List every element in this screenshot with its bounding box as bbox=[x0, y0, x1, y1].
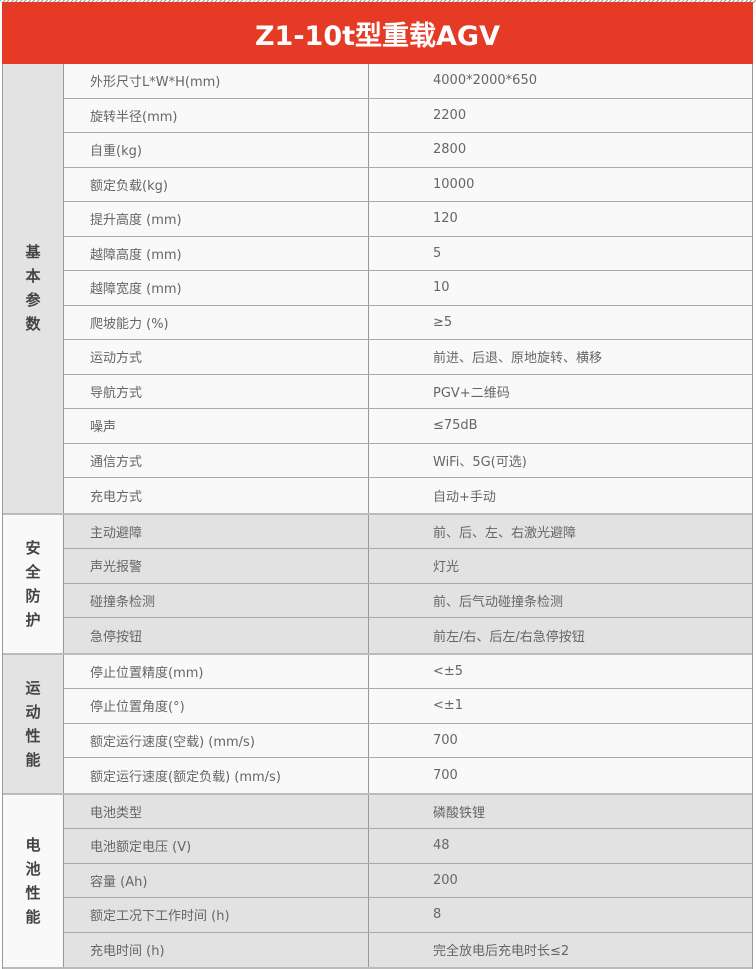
page-title: Z1-10t型重载AGV bbox=[2, 2, 753, 64]
param-name: 停止位置角度(°) bbox=[64, 689, 369, 723]
param-name: 充电方式 bbox=[64, 478, 369, 513]
section-label: 基本参数 bbox=[25, 240, 41, 336]
table-row: 爬坡能力 (%)≥5 bbox=[64, 306, 752, 341]
param-value: 前左/右、后左/右急停按钮 bbox=[369, 618, 752, 653]
param-value: PGV+二维码 bbox=[369, 375, 752, 409]
table-row: 电池额定电压 (V)48 bbox=[64, 829, 752, 864]
param-value: 2200 bbox=[369, 99, 752, 133]
param-value: 10 bbox=[369, 271, 752, 305]
table-row: 外形尺寸L*W*H(mm)4000*2000*650 bbox=[64, 64, 752, 99]
param-value: 200 bbox=[369, 864, 752, 898]
param-name: 碰撞条检测 bbox=[64, 584, 369, 618]
table-row: 提升高度 (mm)120 bbox=[64, 202, 752, 237]
param-value: 5 bbox=[369, 237, 752, 271]
param-value: 前、后气动碰撞条检测 bbox=[369, 584, 752, 618]
param-name: 容量 (Ah) bbox=[64, 864, 369, 898]
param-name: 越障高度 (mm) bbox=[64, 237, 369, 271]
param-value: 完全放电后充电时长≤2 bbox=[369, 933, 752, 968]
param-name: 越障宽度 (mm) bbox=[64, 271, 369, 305]
param-name: 自重(kg) bbox=[64, 133, 369, 167]
section-label-cell: 安全防护 bbox=[3, 515, 64, 653]
param-value: <±5 bbox=[369, 655, 752, 689]
param-value: 磷酸铁锂 bbox=[369, 795, 752, 829]
section-label: 运动性能 bbox=[25, 676, 41, 772]
section-label: 电池性能 bbox=[25, 833, 41, 929]
param-name: 额定负载(kg) bbox=[64, 168, 369, 202]
param-value: ≥5 bbox=[369, 306, 752, 340]
table-row: 越障宽度 (mm)10 bbox=[64, 271, 752, 306]
param-name: 额定工况下工作时间 (h) bbox=[64, 898, 369, 932]
table-row: 停止位置精度(mm)<±5 bbox=[64, 655, 752, 690]
section-label-cell: 运动性能 bbox=[3, 655, 64, 793]
param-name: 主动避障 bbox=[64, 515, 369, 549]
table-row: 充电时间 (h)完全放电后充电时长≤2 bbox=[64, 933, 752, 968]
param-name: 额定运行速度(空载) (mm/s) bbox=[64, 724, 369, 758]
param-value: 自动+手动 bbox=[369, 478, 752, 513]
param-value: 8 bbox=[369, 898, 752, 932]
param-name: 通信方式 bbox=[64, 444, 369, 478]
param-name: 外形尺寸L*W*H(mm) bbox=[64, 64, 369, 98]
param-name: 额定运行速度(额定负载) (mm/s) bbox=[64, 758, 369, 793]
table-row: 自重(kg)2800 bbox=[64, 133, 752, 168]
param-value: 2800 bbox=[369, 133, 752, 167]
table-row: 额定运行速度(空载) (mm/s)700 bbox=[64, 724, 752, 759]
table-row: 旋转半径(mm)2200 bbox=[64, 99, 752, 134]
table-row: 额定运行速度(额定负载) (mm/s)700 bbox=[64, 758, 752, 793]
table-row: 急停按钮前左/右、后左/右急停按钮 bbox=[64, 618, 752, 653]
param-value: 4000*2000*650 bbox=[369, 64, 752, 98]
section-label-cell: 电池性能 bbox=[3, 795, 64, 968]
param-value: ≤75dB bbox=[369, 409, 752, 443]
param-value: <±1 bbox=[369, 689, 752, 723]
param-name: 运动方式 bbox=[64, 340, 369, 374]
section-label: 安全防护 bbox=[25, 536, 41, 632]
param-value: 48 bbox=[369, 829, 752, 863]
table-row: 电池类型磷酸铁锂 bbox=[64, 795, 752, 830]
param-name: 充电时间 (h) bbox=[64, 933, 369, 968]
table-row: 充电方式自动+手动 bbox=[64, 478, 752, 513]
table-row: 噪声≤75dB bbox=[64, 409, 752, 444]
table-row: 碰撞条检测前、后气动碰撞条检测 bbox=[64, 584, 752, 619]
param-name: 电池类型 bbox=[64, 795, 369, 829]
table-row: 声光报警灯光 bbox=[64, 549, 752, 584]
table-row: 容量 (Ah)200 bbox=[64, 864, 752, 899]
param-value: 灯光 bbox=[369, 549, 752, 583]
param-name: 噪声 bbox=[64, 409, 369, 443]
table-row: 停止位置角度(°)<±1 bbox=[64, 689, 752, 724]
param-name: 电池额定电压 (V) bbox=[64, 829, 369, 863]
param-value: WiFi、5G(可选) bbox=[369, 444, 752, 478]
table-row: 越障高度 (mm)5 bbox=[64, 237, 752, 272]
table-row: 额定负载(kg)10000 bbox=[64, 168, 752, 203]
spec-section: 安全防护 主动避障前、后、左、右激光避障声光报警灯光碰撞条检测前、后气动碰撞条检测… bbox=[3, 515, 752, 655]
param-value: 10000 bbox=[369, 168, 752, 202]
section-label-cell: 基本参数 bbox=[3, 64, 64, 513]
param-value: 700 bbox=[369, 758, 752, 793]
param-value: 前、后、左、右激光避障 bbox=[369, 515, 752, 549]
param-name: 旋转半径(mm) bbox=[64, 99, 369, 133]
param-value: 120 bbox=[369, 202, 752, 236]
param-name: 急停按钮 bbox=[64, 618, 369, 653]
param-name: 声光报警 bbox=[64, 549, 369, 583]
table-row: 主动避障前、后、左、右激光避障 bbox=[64, 515, 752, 550]
param-name: 停止位置精度(mm) bbox=[64, 655, 369, 689]
param-name: 提升高度 (mm) bbox=[64, 202, 369, 236]
table-row: 额定工况下工作时间 (h)8 bbox=[64, 898, 752, 933]
param-name: 爬坡能力 (%) bbox=[64, 306, 369, 340]
param-name: 导航方式 bbox=[64, 375, 369, 409]
param-value: 前进、后退、原地旋转、横移 bbox=[369, 340, 752, 374]
param-value: 700 bbox=[369, 724, 752, 758]
table-row: 运动方式前进、后退、原地旋转、横移 bbox=[64, 340, 752, 375]
